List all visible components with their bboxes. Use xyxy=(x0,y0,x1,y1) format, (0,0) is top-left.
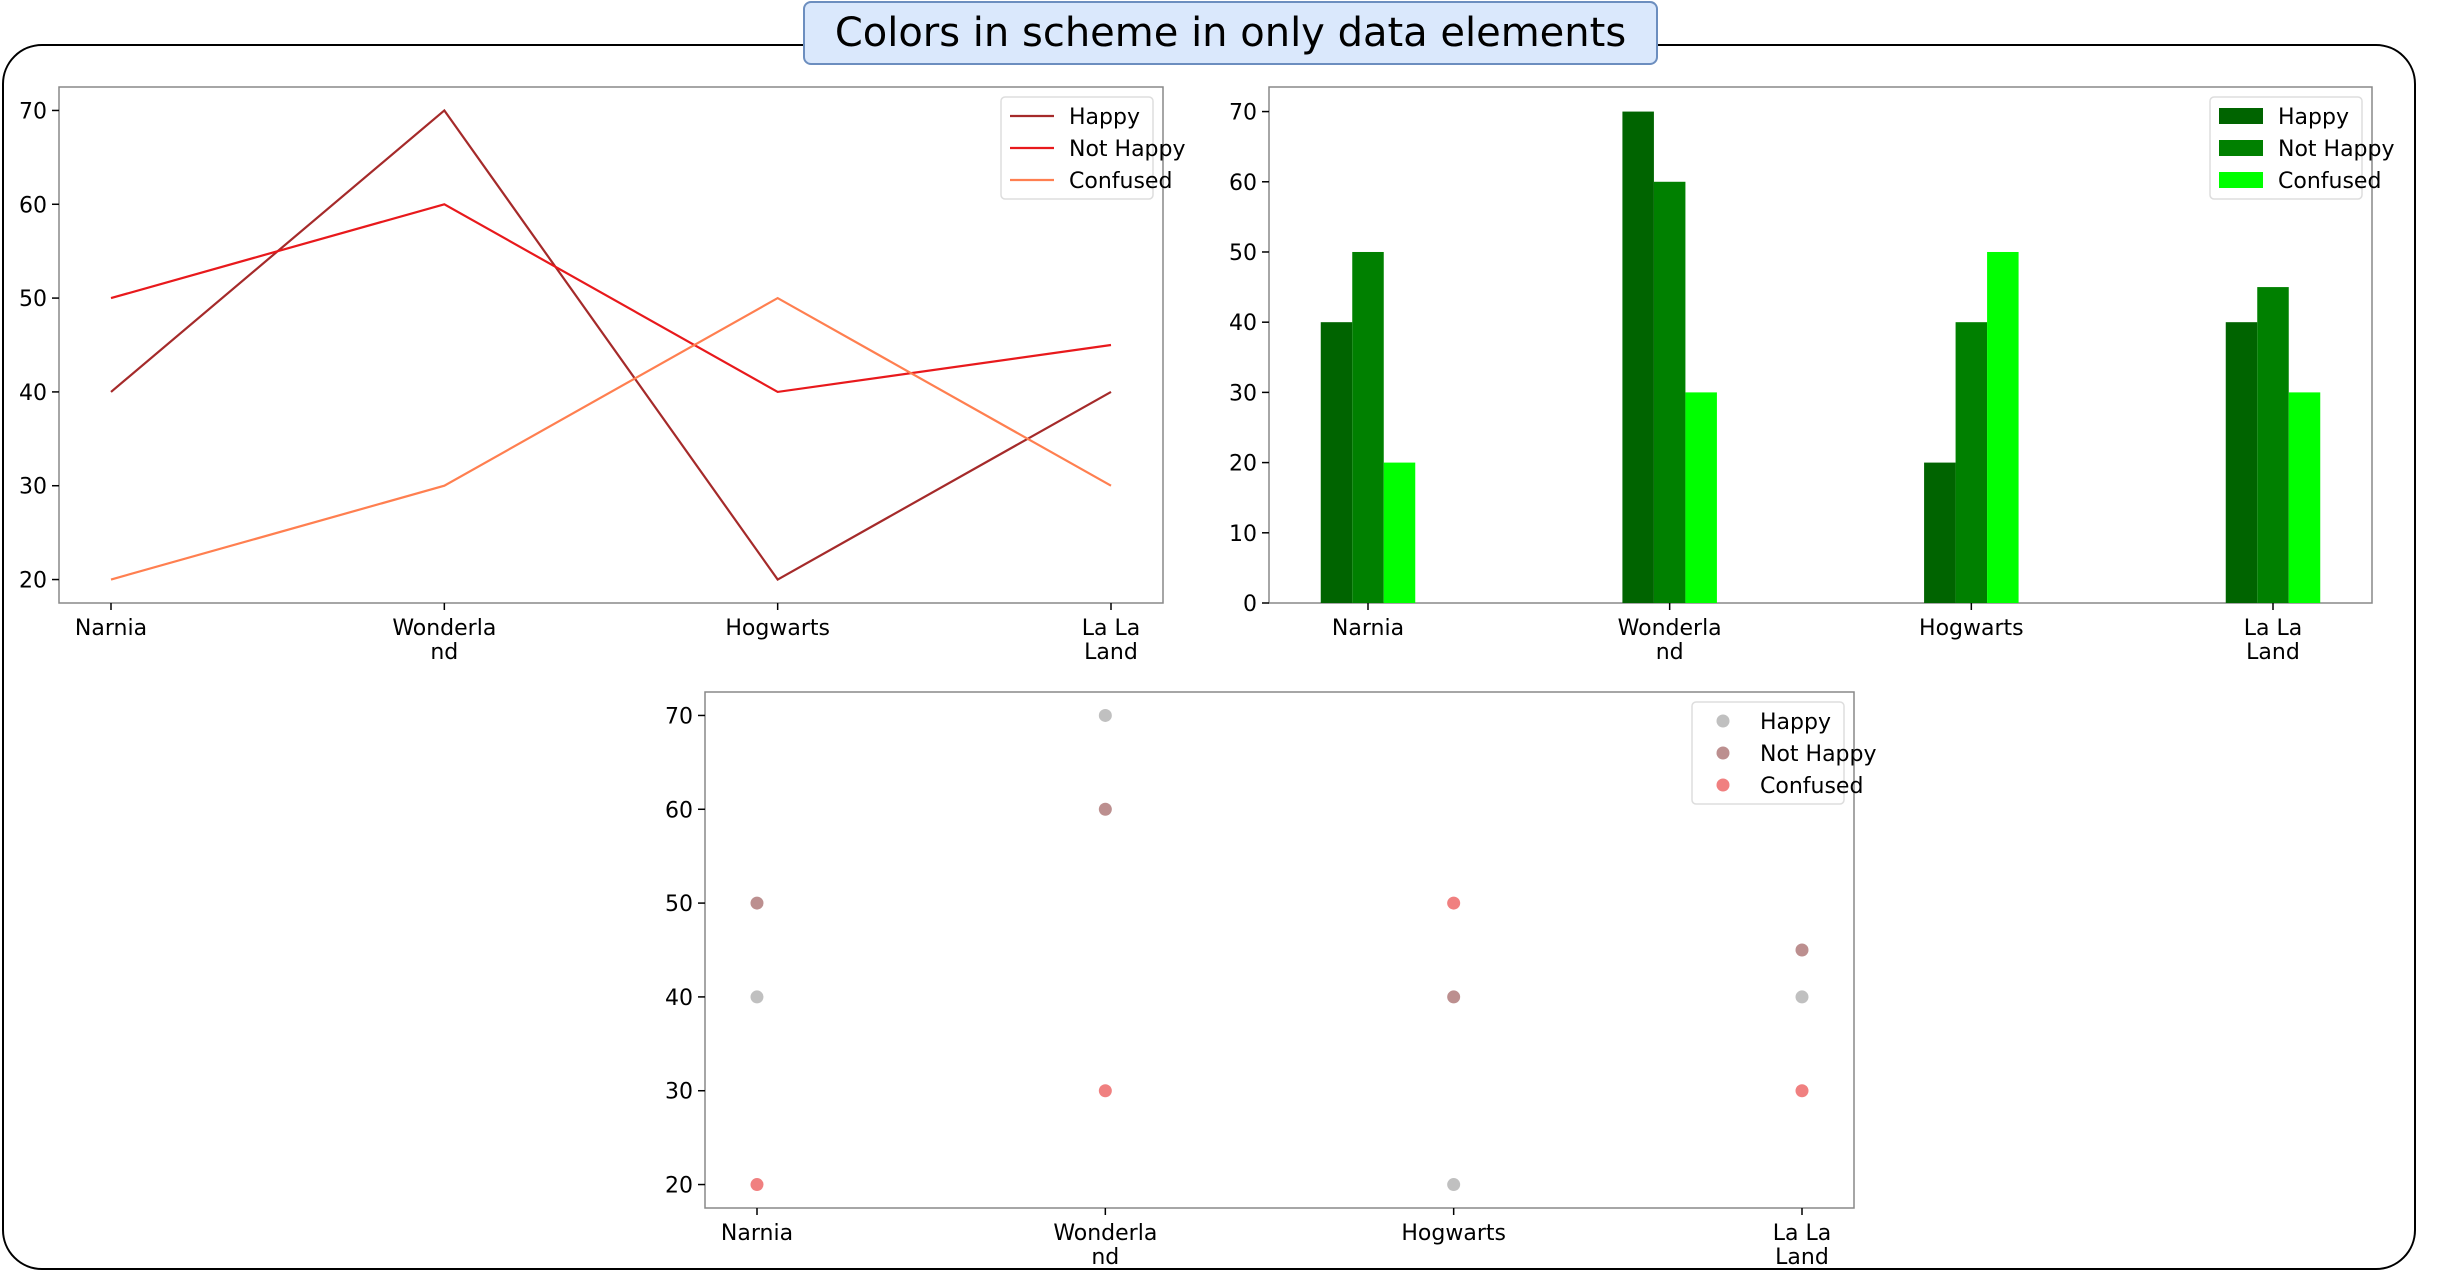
series-line-not-happy xyxy=(110,203,1112,394)
point-confused xyxy=(1447,896,1461,910)
x-tick-label: La La Land xyxy=(1082,616,1140,665)
bar-confused xyxy=(1685,392,1717,603)
legend-swatch xyxy=(1716,746,1730,760)
legend-swatch xyxy=(2219,172,2263,188)
x-tick-label: Wonderla nd xyxy=(1053,1221,1157,1270)
point-not-happy xyxy=(1447,990,1461,1004)
x-tick-label: Hogwarts xyxy=(1919,616,2024,641)
bar-not-happy xyxy=(1352,251,1384,603)
x-tick-label: Hogwarts xyxy=(1401,1221,1506,1246)
y-tick-label: 70 xyxy=(665,704,693,729)
legend-label: Confused xyxy=(1069,169,1172,194)
chart-line: 20 30 40 50 60 70 Narnia Wonderla nd Hogwarts La L… xyxy=(19,86,1186,665)
legend-box xyxy=(1000,96,1154,200)
bar-happy xyxy=(2225,322,2258,603)
plot-area xyxy=(58,86,1164,604)
legend-label: Confused xyxy=(1760,774,1863,799)
y-tick-label: 50 xyxy=(1229,241,1257,266)
legend: Happy Not Happy Confused xyxy=(1000,96,1186,200)
legend-label: Happy xyxy=(2278,105,2349,130)
bar-not-happy xyxy=(1653,181,1686,603)
legend-swatch xyxy=(2219,108,2263,124)
x-tick-label: La La Land xyxy=(1773,1221,1831,1270)
y-tick-label: 70 xyxy=(1229,101,1257,126)
y-tick-label: 40 xyxy=(665,986,693,1011)
bar-confused xyxy=(1987,251,2019,603)
legend-label: Happy xyxy=(1069,105,1140,130)
y-tick-label: 60 xyxy=(665,798,693,823)
legend-label: Not Happy xyxy=(1069,137,1186,162)
legend-label: Confused xyxy=(2278,169,2381,194)
point-not-happy xyxy=(1098,802,1112,816)
y-tick-label: 20 xyxy=(1229,452,1257,477)
bar-happy xyxy=(1924,462,1956,603)
x-tick-label: Narnia xyxy=(1332,616,1404,641)
chart-scatter: 20 30 40 50 60 70 Narnia Wonderla nd Hogwarts La L… xyxy=(665,691,1877,1270)
point-happy xyxy=(1795,990,1809,1004)
legend-swatch xyxy=(2219,140,2263,156)
point-not-happy xyxy=(1795,943,1809,957)
y-tick-label: 40 xyxy=(19,381,47,406)
point-confused xyxy=(1098,1084,1112,1098)
y-tick-label: 30 xyxy=(665,1080,693,1105)
x-tick-label: Wonderla nd xyxy=(1618,616,1722,665)
figure-title: Colors in scheme in only data elements xyxy=(803,1,1658,65)
bar-not-happy xyxy=(1955,322,1988,603)
y-tick-label: 60 xyxy=(1229,171,1257,196)
plot-area xyxy=(704,691,1855,1209)
x-tick-label: Narnia xyxy=(721,1221,793,1246)
plot-area xyxy=(1268,86,2373,604)
y-tick-label: 10 xyxy=(1229,522,1257,547)
bar-confused xyxy=(1383,462,1416,603)
point-happy xyxy=(750,990,764,1004)
y-tick-label: 20 xyxy=(19,569,47,594)
x-tick-label: La La Land xyxy=(2244,616,2302,665)
bar-confused xyxy=(2288,392,2321,603)
y-tick-label: 30 xyxy=(19,475,47,500)
chart-bar: 0 10 20 30 40 50 60 70 Narnia Wonderla nd Hogwarts L… xyxy=(1229,86,2395,665)
legend-label: Not Happy xyxy=(2278,137,2395,162)
series-line-confused xyxy=(110,296,1112,581)
legend: Happy Not Happy Confused xyxy=(2209,96,2395,200)
bar-not-happy xyxy=(2257,287,2289,603)
y-tick-label: 30 xyxy=(1229,381,1257,406)
y-tick-label: 0 xyxy=(1243,592,1257,617)
bar-happy xyxy=(1622,111,1654,604)
legend-label: Not Happy xyxy=(1760,742,1877,767)
legend-swatch xyxy=(1716,778,1730,792)
y-tick-label: 50 xyxy=(19,287,47,312)
legend-label: Happy xyxy=(1760,710,1831,735)
y-tick-label: 40 xyxy=(1229,311,1257,336)
point-happy xyxy=(1447,1178,1461,1192)
y-tick-label: 50 xyxy=(665,892,693,917)
y-tick-label: 60 xyxy=(19,193,47,218)
y-tick-label: 70 xyxy=(19,99,47,124)
series-line-happy xyxy=(110,108,1112,581)
y-tick-label: 20 xyxy=(665,1174,693,1199)
x-tick-label: Hogwarts xyxy=(725,616,830,641)
point-confused xyxy=(1795,1084,1809,1098)
x-tick-label: Wonderla nd xyxy=(392,616,496,665)
bar-happy xyxy=(1320,322,1353,603)
point-happy xyxy=(1098,708,1112,722)
point-not-happy xyxy=(750,896,764,910)
x-tick-label: Narnia xyxy=(75,616,147,641)
point-confused xyxy=(750,1178,764,1192)
legend-swatch xyxy=(1716,714,1730,728)
legend: Happy Not Happy Confused xyxy=(1691,701,1877,805)
legend-box xyxy=(1691,701,1845,805)
